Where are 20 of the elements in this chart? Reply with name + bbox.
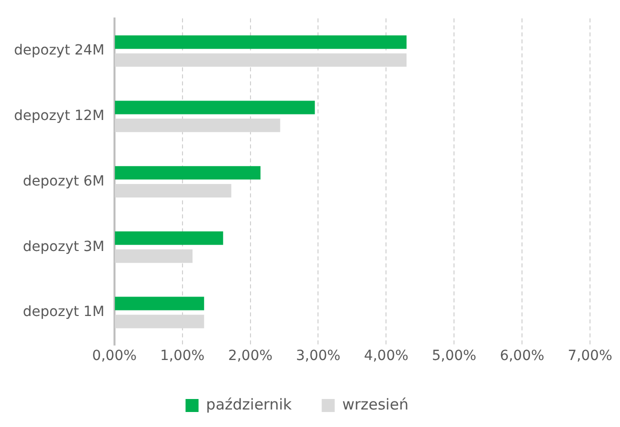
- x-tick-label: 6,00%: [500, 348, 544, 364]
- x-tick-label: 5,00%: [432, 348, 476, 364]
- bar: [114, 166, 260, 180]
- y-tick-label: depozyt 3M: [22, 238, 104, 255]
- y-tick-label: depozyt 1M: [22, 304, 104, 320]
- legend-label: październik: [206, 395, 292, 414]
- bar: [114, 231, 224, 245]
- x-tick-label: 4,00%: [364, 348, 408, 364]
- bar: [114, 296, 204, 310]
- y-tick-label: depozyt 12M: [14, 108, 104, 124]
- x-tick-label: 2,00%: [228, 348, 273, 364]
- bar: [114, 35, 407, 49]
- x-tick-label: 1,00%: [160, 348, 205, 364]
- x-tick-label: 3,00%: [296, 348, 340, 364]
- x-tick-label: 7,00%: [568, 348, 612, 364]
- legend-label: wrzesień: [342, 395, 408, 414]
- bar: [114, 100, 315, 114]
- y-tick-label: depozyt 6M: [22, 173, 104, 190]
- x-tick-label: 0,00%: [92, 348, 137, 364]
- y-tick-label: depozyt 24M: [14, 42, 104, 59]
